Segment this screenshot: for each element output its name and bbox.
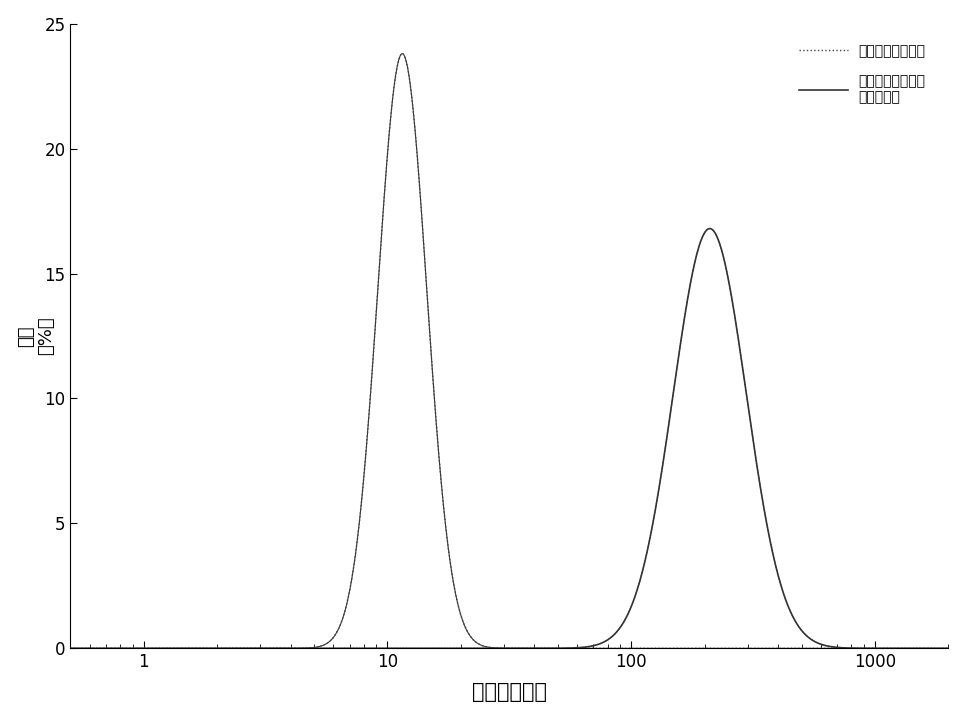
聚十二糖包裹纳米
单质铋晶体 bbox=[802, 632, 813, 641]
Line: 聚十二糖包裹纳米
单质铋晶体: 聚十二糖包裹纳米 单质铋晶体 bbox=[46, 229, 965, 649]
X-axis label: 直径（纳米）: 直径（纳米） bbox=[472, 682, 547, 702]
聚十二糖包裹纳米
单质铋晶体 bbox=[595, 638, 607, 647]
纳米单质铋诊治剂 bbox=[209, 644, 221, 653]
纳米单质铋诊治剂 bbox=[395, 51, 406, 60]
聚十二糖包裹纳米
单质铋晶体 bbox=[731, 328, 743, 336]
纳米单质铋诊治剂 bbox=[397, 50, 408, 58]
纳米单质铋诊治剂 bbox=[41, 644, 52, 653]
聚十二糖包裹纳米
单质铋晶体 bbox=[703, 224, 715, 233]
聚十二糖包裹纳米
单质铋晶体 bbox=[643, 541, 654, 550]
Line: 纳米单质铋诊治剂: 纳米单质铋诊治剂 bbox=[46, 54, 965, 649]
纳米单质铋诊治剂 bbox=[731, 644, 743, 653]
纳米单质铋诊治剂 bbox=[596, 644, 608, 653]
纳米单质铋诊治剂 bbox=[643, 644, 654, 653]
纳米单质铋诊治剂 bbox=[802, 644, 813, 653]
聚十二糖包裹纳米
单质铋晶体 bbox=[41, 644, 52, 653]
聚十二糖包裹纳米
单质铋晶体 bbox=[395, 644, 406, 653]
Y-axis label: 強度
（%）: 強度 （%） bbox=[16, 316, 55, 355]
Legend: 纳米单质铋诊治剂, 聚十二糖包裹纳米
单质铋晶体: 纳米单质铋诊治剂, 聚十二糖包裹纳米 单质铋晶体 bbox=[792, 37, 932, 111]
聚十二糖包裹纳米
单质铋晶体 bbox=[209, 644, 221, 653]
